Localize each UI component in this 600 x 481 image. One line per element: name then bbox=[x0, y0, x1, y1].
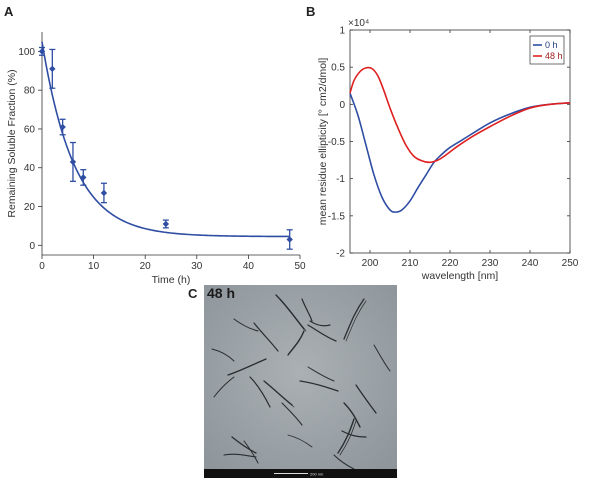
chart-b-y-tick-label: 1 bbox=[339, 26, 345, 37]
chart-a-x-tick-label: 10 bbox=[88, 261, 100, 272]
chart-b-x-tick-label: 250 bbox=[562, 258, 579, 269]
chart-a-y-tick-label: 40 bbox=[24, 163, 36, 174]
chart-a-y-tick-label: 60 bbox=[24, 124, 36, 135]
chart-a-point bbox=[49, 48, 56, 89]
chart-a-x-tick-label: 30 bbox=[191, 261, 203, 272]
chart-b-series-line-0 bbox=[349, 92, 571, 213]
chart-b-ticks: 200 210 220 230 240 250 -2 -1.5 -1 -0.5 0 0.5 1 bbox=[328, 26, 579, 270]
chart-a-points bbox=[38, 46, 293, 250]
panel-a-letter: A bbox=[4, 4, 14, 19]
panel-c-label: 48 h bbox=[207, 285, 236, 301]
chart-a-point-marker bbox=[38, 48, 46, 55]
fibril-strands bbox=[211, 294, 391, 470]
chart-a-fit-curve bbox=[41, 41, 290, 238]
panel-c-letter: C bbox=[188, 286, 198, 301]
chart-a-y-tick-label: 100 bbox=[18, 47, 35, 58]
chart-b-x-tick-label: 240 bbox=[522, 258, 539, 269]
chart-a-ticks: 0 10 20 30 40 50 0 20 40 60 80 100 bbox=[18, 47, 306, 272]
chart-a-point-marker bbox=[49, 65, 56, 73]
scale-bar-label: 200 nm bbox=[310, 472, 324, 477]
chart-b-x-tick-label: 230 bbox=[482, 258, 499, 269]
chart-a-point bbox=[286, 229, 293, 250]
chart-b-y-label: mean residue ellipticity [° cm2/dmol] bbox=[317, 58, 329, 226]
chart-b-x-tick-label: 220 bbox=[442, 258, 459, 269]
chart-a-x-tick-label: 20 bbox=[140, 261, 152, 272]
micrograph-image: 200 nm 48 h bbox=[204, 285, 397, 478]
chart-a-point-marker bbox=[286, 236, 293, 243]
chart-a-x-tick-label: 0 bbox=[39, 261, 45, 272]
chart-b-series bbox=[349, 66, 571, 213]
chart-a-y-tick-label: 80 bbox=[24, 86, 36, 97]
chart-b-x-tick-label: 210 bbox=[402, 258, 419, 269]
chart-b-legend-label: 0 h bbox=[545, 40, 558, 50]
chart-b-legend-label: 48 h bbox=[545, 51, 563, 61]
chart-b: 200 210 220 230 240 250 -2 -1.5 -1 -0.5 0 0.5 1 ×10⁴… bbox=[317, 18, 579, 282]
chart-a-axes bbox=[41, 32, 300, 256]
chart-b-y-multiplier: ×10⁴ bbox=[348, 18, 369, 29]
chart-a-point-marker bbox=[69, 158, 77, 166]
chart-b-x-label: wavelength [nm] bbox=[421, 270, 499, 282]
chart-b-y-tick-label: 0 bbox=[339, 100, 345, 111]
chart-a-y-tick-label: 0 bbox=[29, 241, 35, 252]
chart-a: 0 10 20 30 40 50 0 20 40 60 80 100 Time (h) Remaini… bbox=[6, 32, 306, 286]
chart-b-y-tick-label: 0.5 bbox=[331, 63, 345, 74]
chart-a-point-marker bbox=[100, 189, 108, 197]
panel-b-letter: B bbox=[306, 4, 315, 19]
chart-b-y-tick-label: -0.5 bbox=[328, 137, 346, 148]
chart-b-series-line-1 bbox=[349, 66, 571, 164]
chart-a-x-label: Time (h) bbox=[152, 274, 191, 286]
chart-b-y-tick-label: -1 bbox=[336, 174, 345, 185]
chart-a-y-tick-label: 20 bbox=[24, 202, 36, 213]
chart-a-point-marker bbox=[59, 123, 66, 131]
chart-b-legend-box bbox=[529, 35, 565, 65]
chart-a-point-marker bbox=[162, 220, 170, 228]
chart-a-point bbox=[80, 169, 87, 186]
chart-b-legend: 0 h48 h bbox=[529, 35, 565, 65]
chart-b-y-tick-label: -1.5 bbox=[328, 211, 346, 222]
chart-a-y-label: Remaining Soluble Fraction (%) bbox=[6, 69, 18, 217]
chart-a-point bbox=[69, 141, 77, 182]
chart-a-point bbox=[59, 118, 66, 136]
chart-a-x-tick-label: 50 bbox=[294, 261, 306, 272]
chart-a-x-tick-label: 40 bbox=[243, 261, 255, 272]
chart-a-point bbox=[100, 182, 108, 204]
chart-b-y-tick-label: -2 bbox=[336, 249, 345, 260]
chart-a-point-marker bbox=[80, 174, 87, 181]
chart-b-x-tick-label: 200 bbox=[362, 258, 379, 269]
chart-a-point bbox=[38, 46, 46, 56]
chart-a-point bbox=[162, 219, 170, 229]
